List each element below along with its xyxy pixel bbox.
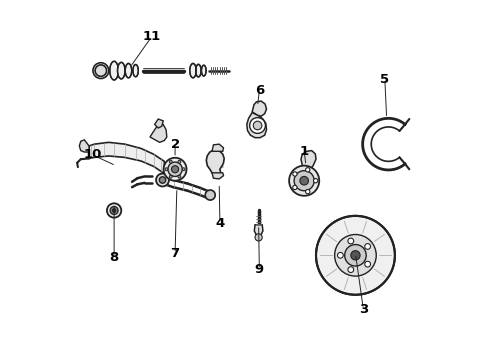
Text: 2: 2 [171, 138, 180, 150]
Circle shape [293, 185, 297, 190]
Circle shape [165, 168, 168, 171]
Ellipse shape [201, 65, 206, 76]
Circle shape [294, 171, 314, 191]
Circle shape [306, 189, 310, 194]
Circle shape [205, 190, 215, 200]
Circle shape [306, 168, 310, 172]
Circle shape [107, 203, 122, 218]
Circle shape [293, 172, 297, 176]
Text: 1: 1 [299, 145, 309, 158]
Circle shape [335, 234, 376, 276]
Circle shape [95, 65, 107, 76]
Text: 9: 9 [255, 263, 264, 276]
Text: 4: 4 [215, 216, 224, 230]
Circle shape [159, 177, 166, 183]
Circle shape [344, 244, 366, 266]
Circle shape [289, 166, 319, 196]
Ellipse shape [110, 61, 119, 80]
Circle shape [338, 252, 343, 258]
Polygon shape [252, 101, 267, 116]
Circle shape [178, 175, 181, 178]
Circle shape [316, 216, 395, 295]
Text: 11: 11 [143, 30, 161, 43]
Circle shape [170, 175, 172, 178]
Circle shape [156, 174, 169, 186]
Polygon shape [301, 150, 316, 171]
Text: 3: 3 [359, 303, 368, 316]
Ellipse shape [118, 62, 125, 79]
Polygon shape [206, 149, 224, 176]
Polygon shape [150, 123, 167, 142]
Ellipse shape [190, 63, 196, 78]
Polygon shape [212, 144, 223, 151]
Circle shape [351, 251, 360, 260]
Circle shape [300, 176, 309, 185]
Polygon shape [212, 173, 223, 179]
Circle shape [365, 261, 370, 267]
Circle shape [178, 160, 181, 163]
Text: 10: 10 [83, 148, 102, 161]
Polygon shape [254, 225, 263, 236]
Circle shape [253, 121, 262, 130]
Circle shape [314, 179, 318, 183]
Text: 5: 5 [380, 73, 390, 86]
Circle shape [172, 166, 179, 173]
Circle shape [164, 158, 187, 181]
Circle shape [365, 244, 370, 249]
Polygon shape [247, 113, 267, 138]
Circle shape [168, 162, 182, 176]
Polygon shape [79, 140, 89, 152]
Text: 6: 6 [255, 84, 264, 97]
Circle shape [110, 207, 118, 215]
Ellipse shape [196, 64, 201, 77]
Polygon shape [89, 142, 164, 174]
Circle shape [250, 118, 266, 134]
Ellipse shape [133, 64, 138, 77]
Circle shape [348, 238, 354, 244]
Ellipse shape [125, 63, 132, 78]
Polygon shape [155, 119, 163, 128]
Text: 8: 8 [109, 251, 119, 264]
Circle shape [112, 209, 116, 212]
Circle shape [182, 168, 185, 171]
Circle shape [348, 267, 354, 273]
Circle shape [255, 234, 262, 241]
Text: 7: 7 [171, 247, 180, 260]
Circle shape [170, 160, 172, 163]
